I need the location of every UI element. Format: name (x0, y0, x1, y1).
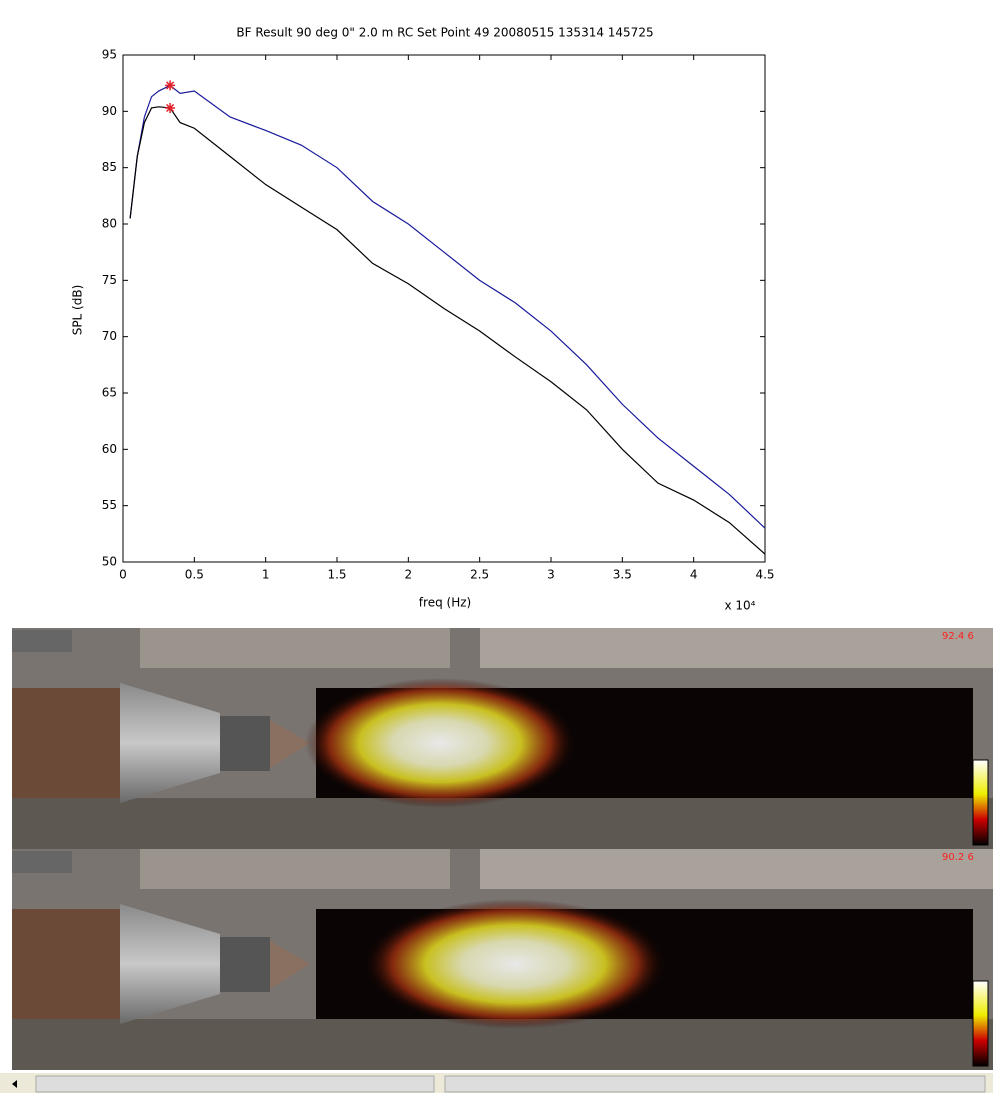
y-tick-label: 50 (102, 555, 117, 569)
rig-structure (140, 628, 450, 668)
rig-structure (480, 849, 993, 889)
pipe (12, 909, 132, 1019)
rig-structure (480, 628, 993, 668)
level-label: 90.2 6 (942, 852, 974, 863)
x-tick-label: 3.5 (613, 568, 632, 582)
x-tick-label: 2 (405, 568, 413, 582)
source-glow (305, 678, 575, 808)
y-axis-label: SPL (dB) (71, 285, 85, 336)
y-tick-label: 85 (102, 160, 117, 174)
x-tick-label: 1.5 (327, 568, 346, 582)
peak-marker (165, 80, 176, 91)
nozzle (120, 904, 220, 1024)
x-multiplier: x 10⁴ (725, 599, 756, 613)
y-tick-label: 95 (102, 48, 117, 62)
y-tick-label: 55 (102, 498, 117, 512)
scrollbar[interactable] (0, 1073, 993, 1093)
y-tick-label: 65 (102, 386, 117, 400)
nozzle-tip (220, 937, 270, 992)
x-tick-label: 1 (262, 568, 270, 582)
scrollbar-thumb[interactable] (35, 1075, 435, 1093)
chart-title: BF Result 90 deg 0" 2.0 m RC Set Point 4… (236, 26, 653, 40)
x-tick-label: 2.5 (470, 568, 489, 582)
colorbar (972, 980, 989, 1067)
y-tick-label: 90 (102, 104, 117, 118)
label-bg (12, 630, 72, 652)
rig-structure (140, 849, 450, 889)
x-tick-label: 3 (547, 568, 555, 582)
label-bg (12, 851, 72, 873)
x-axis-label: freq (Hz) (419, 596, 471, 610)
scroll-arrow[interactable] (12, 1080, 17, 1088)
level-label: 92.4 6 (942, 631, 974, 642)
peak-marker (165, 102, 176, 113)
series-line (129, 84, 766, 529)
y-tick-label: 80 (102, 217, 117, 231)
series-line (129, 106, 766, 555)
x-tick-label: 0.5 (185, 568, 204, 582)
x-tick-label: 4 (690, 568, 698, 582)
nozzle-cone (270, 720, 310, 768)
y-tick-label: 70 (102, 329, 117, 343)
rig-base (12, 798, 993, 849)
source-glow (365, 899, 665, 1029)
nozzle (120, 683, 220, 803)
camera-panels: 92.4 6 90.2 6 (12, 628, 993, 1070)
x-tick-label: 4.5 (755, 568, 774, 582)
y-tick-label: 60 (102, 442, 117, 456)
scrollbar-thumb[interactable] (444, 1075, 986, 1093)
nozzle-cone (270, 941, 310, 989)
x-tick-label: 0 (119, 568, 127, 582)
y-tick-label: 75 (102, 273, 117, 287)
colorbar (972, 759, 989, 846)
pipe (12, 688, 132, 798)
nozzle-tip (220, 716, 270, 771)
